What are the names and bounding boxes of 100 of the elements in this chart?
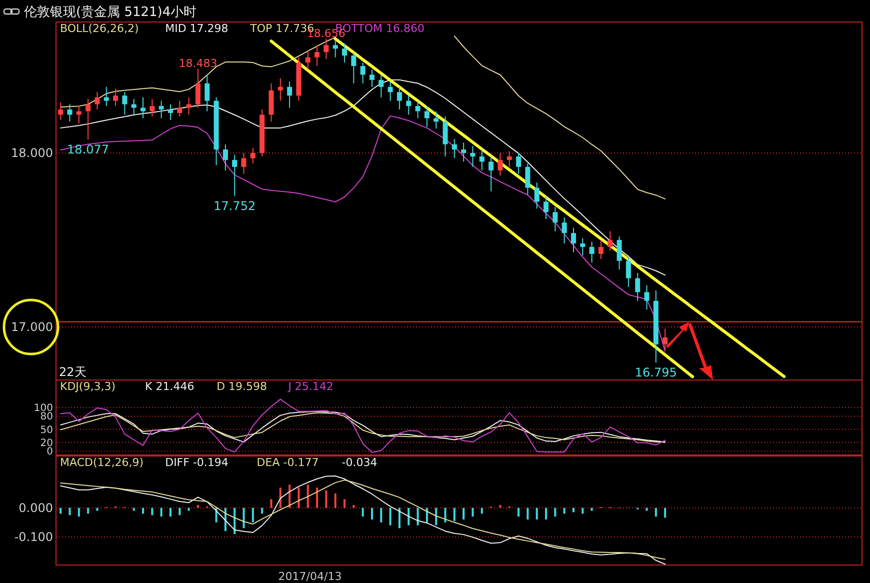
bar	[472, 508, 474, 517]
bar	[654, 508, 657, 517]
bar	[96, 508, 98, 511]
bar	[325, 490, 328, 508]
candlestick	[534, 182, 540, 210]
annotation: 17.752	[214, 199, 256, 214]
candlestick	[396, 86, 402, 110]
line-series	[334, 37, 786, 378]
y-tick-label: 18.000	[11, 146, 53, 160]
candlestick	[204, 74, 210, 112]
candlestick	[562, 216, 567, 244]
candlestick	[324, 38, 329, 60]
bar	[416, 508, 419, 526]
candlestick	[158, 100, 164, 119]
bar	[572, 508, 574, 512]
candlestick	[186, 96, 192, 116]
candlestick	[589, 241, 594, 264]
text: DIFF -0.194	[165, 456, 228, 469]
bar	[288, 484, 291, 508]
text: K 21.446	[145, 380, 194, 393]
candlestick	[488, 156, 494, 192]
y-tick-label: 17.000	[11, 320, 53, 334]
text: MID 17.298	[165, 22, 228, 35]
line-series	[60, 79, 666, 276]
candlestick	[305, 50, 310, 70]
candlestick	[635, 272, 640, 302]
bar	[664, 508, 666, 518]
candlestick	[131, 98, 136, 116]
candlestick	[644, 284, 650, 310]
bar	[60, 508, 62, 514]
bar	[444, 508, 446, 522]
bar	[362, 508, 364, 517]
bar	[380, 508, 382, 522]
candlestick	[580, 238, 586, 256]
candlestick	[369, 68, 374, 88]
bar	[554, 508, 556, 517]
bar	[196, 504, 199, 508]
bar	[518, 508, 520, 517]
annotation: 18.077	[67, 142, 110, 157]
candlestick	[616, 236, 622, 270]
candlestick	[415, 100, 420, 119]
candlestick	[250, 147, 256, 164]
y-tick-label: 50	[40, 424, 53, 436]
bar	[480, 508, 483, 514]
bar	[398, 508, 400, 528]
bar	[169, 508, 172, 517]
bar	[261, 508, 264, 514]
candlestick	[506, 150, 512, 168]
bar	[526, 508, 529, 520]
bar	[316, 488, 318, 508]
candlestick	[287, 81, 292, 108]
candlestick	[150, 98, 155, 117]
bar	[160, 508, 162, 517]
text: 2017/04/13	[278, 570, 342, 583]
bar	[87, 508, 90, 514]
candlestick	[442, 116, 448, 157]
candlestick	[388, 81, 393, 102]
bar	[545, 508, 548, 520]
candlestick	[406, 95, 412, 116]
candlestick	[58, 102, 64, 120]
candlestick	[360, 62, 366, 84]
bar	[142, 508, 144, 514]
y-tick-label: -0.100	[14, 530, 53, 544]
candlestick	[598, 239, 604, 260]
candlestick	[570, 227, 576, 253]
y-tick-label: 0	[46, 446, 53, 458]
bar	[462, 508, 465, 520]
candlestick	[498, 152, 503, 176]
bar	[151, 508, 154, 516]
candlestick	[86, 98, 91, 140]
text: D 19.598	[216, 380, 268, 393]
bar	[646, 508, 648, 511]
annotation: 16.795	[634, 366, 677, 380]
bar	[344, 499, 346, 508]
candlestick	[104, 86, 109, 107]
candlestick	[470, 146, 476, 168]
annotation: 18.483	[178, 56, 218, 70]
candlestick	[544, 196, 549, 220]
candlestick	[378, 74, 384, 98]
candlestick	[168, 104, 173, 120]
candlestick	[222, 144, 228, 171]
line-series	[60, 115, 666, 352]
candlestick	[351, 52, 356, 84]
chart-subtitle: BOLL(26,26,2)	[60, 22, 139, 35]
candlestick	[314, 44, 320, 67]
candlestick	[608, 230, 613, 251]
candlestick	[626, 256, 631, 288]
candlestick	[461, 142, 466, 162]
chart-title: MACD(12,26,9)	[60, 456, 144, 469]
candlestick	[76, 106, 82, 124]
candlestick	[424, 106, 430, 128]
bar	[499, 504, 502, 508]
bar	[132, 508, 135, 511]
chart-title: KDJ(9,3,3)	[60, 380, 116, 393]
candlestick	[662, 328, 668, 350]
candlestick	[479, 149, 484, 171]
candlestick	[94, 92, 100, 110]
bar	[352, 504, 355, 508]
candlestick	[113, 88, 118, 107]
bar	[188, 508, 190, 511]
